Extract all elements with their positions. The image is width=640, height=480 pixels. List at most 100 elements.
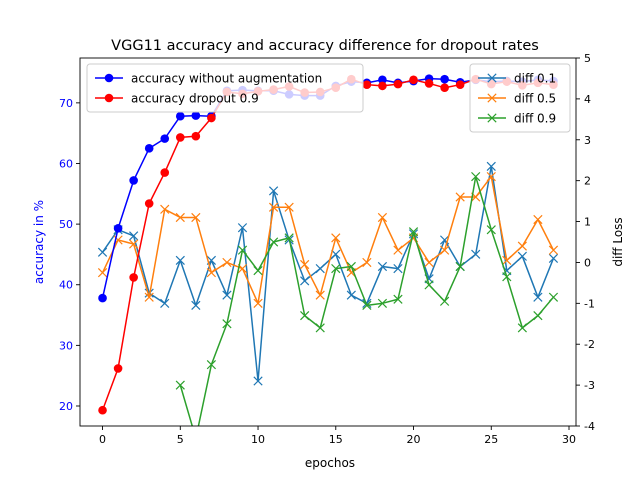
legend-right: diff 0.1 diff 0.5 diff 0.9 xyxy=(469,63,571,133)
data-point xyxy=(268,186,279,196)
data-point xyxy=(222,319,232,329)
data-point xyxy=(160,204,170,214)
y-tick-label-right: 2 xyxy=(584,175,591,188)
data-point xyxy=(253,298,263,308)
x-tick-label: 30 xyxy=(562,433,576,446)
y-axis-label-left: accuracy in % xyxy=(32,200,46,284)
legend-label: accuracy without augmentation xyxy=(131,72,322,86)
data-point xyxy=(346,290,356,300)
y-tick-label-right: 1 xyxy=(584,216,591,229)
x-tick-label: 20 xyxy=(407,433,421,446)
y-tick-label-left: 60 xyxy=(59,157,73,170)
y-tick-label-left: 50 xyxy=(59,218,73,231)
data-point xyxy=(160,168,170,177)
legend-layer: accuracy without augmentation accuracy dr… xyxy=(86,63,571,133)
data-point xyxy=(331,263,341,274)
legend-label: diff 0.1 xyxy=(514,72,556,86)
legend-marker xyxy=(487,73,497,83)
data-point xyxy=(98,405,107,415)
series-diff-0-5 xyxy=(97,171,559,308)
data-point xyxy=(362,257,372,268)
data-point xyxy=(175,255,185,266)
data-point xyxy=(486,161,496,171)
y-tick-label-right: -3 xyxy=(584,379,595,392)
y-tick-label-right: 3 xyxy=(584,134,591,147)
data-point xyxy=(362,80,372,89)
data-point xyxy=(393,79,403,89)
data-point xyxy=(237,245,248,255)
data-point xyxy=(378,81,387,91)
data-point xyxy=(471,171,481,182)
y-tick-label-left: 40 xyxy=(59,279,73,292)
data-point xyxy=(300,259,310,270)
legend-marker xyxy=(104,93,114,103)
data-point xyxy=(284,233,294,243)
data-point xyxy=(377,212,388,223)
data-point xyxy=(253,376,263,386)
data-point xyxy=(191,131,201,141)
data-point xyxy=(408,227,419,237)
data-point xyxy=(517,251,527,261)
data-point xyxy=(533,310,543,321)
data-point xyxy=(129,273,138,282)
data-point xyxy=(439,296,450,306)
y-tick-label-right: 0 xyxy=(584,256,591,269)
y-tick-label-right: 4 xyxy=(584,93,591,106)
legend-left: accuracy without augmentation accuracy dr… xyxy=(86,63,364,113)
legend-marker xyxy=(487,93,497,103)
data-point xyxy=(160,134,170,143)
data-point xyxy=(206,360,217,370)
data-point xyxy=(440,83,449,93)
axes-layer: 0 5 10 15 20 25 30 20 30 40 50 60 70 -4 -3 -2 -1 0 1 2 3 4 5 xyxy=(59,52,595,446)
data-point xyxy=(486,225,496,235)
data-point xyxy=(129,239,139,249)
y-tick-label-right: -1 xyxy=(584,297,595,310)
data-point xyxy=(191,111,201,120)
legend-marker xyxy=(104,73,114,83)
data-point xyxy=(284,202,294,212)
data-point xyxy=(548,245,559,255)
data-point xyxy=(222,257,232,268)
legend-entry: accuracy without augmentation xyxy=(95,72,322,86)
data-point xyxy=(331,233,341,243)
data-point xyxy=(268,202,279,212)
data-point xyxy=(175,133,185,142)
data-point xyxy=(393,245,403,255)
data-point xyxy=(129,231,139,241)
data-point xyxy=(377,298,388,308)
data-point xyxy=(377,261,388,272)
data-point xyxy=(113,364,123,373)
y-tick-label-right: -4 xyxy=(584,420,595,433)
data-point xyxy=(424,79,434,88)
legend-entry: diff 0.5 xyxy=(478,92,556,106)
data-point xyxy=(97,268,108,278)
x-tick-label: 25 xyxy=(484,433,498,446)
data-point xyxy=(191,300,201,311)
data-point xyxy=(144,199,154,208)
data-point xyxy=(346,261,356,272)
data-point xyxy=(315,290,325,300)
y-tick-label-left: 20 xyxy=(59,400,73,413)
data-point xyxy=(455,261,465,272)
data-point xyxy=(98,293,107,303)
x-tick-label: 5 xyxy=(177,433,184,446)
data-point xyxy=(486,171,496,182)
data-point xyxy=(253,265,263,276)
data-point xyxy=(378,75,387,85)
data-point xyxy=(113,224,123,233)
y-axis-label-right: diff Loss xyxy=(611,217,625,266)
data-point xyxy=(533,292,543,302)
data-point xyxy=(300,276,310,286)
data-point xyxy=(222,290,232,300)
legend-entry: accuracy dropout 0.9 xyxy=(95,92,259,106)
data-point xyxy=(517,241,527,251)
data-point xyxy=(331,249,341,259)
data-point xyxy=(455,80,465,89)
x-tick-label: 10 xyxy=(251,433,265,446)
data-point xyxy=(409,75,418,85)
data-point xyxy=(533,214,543,225)
data-point xyxy=(175,111,185,121)
data-point xyxy=(548,292,559,302)
legend-entry: diff 0.9 xyxy=(478,112,556,126)
data-point xyxy=(144,292,154,302)
